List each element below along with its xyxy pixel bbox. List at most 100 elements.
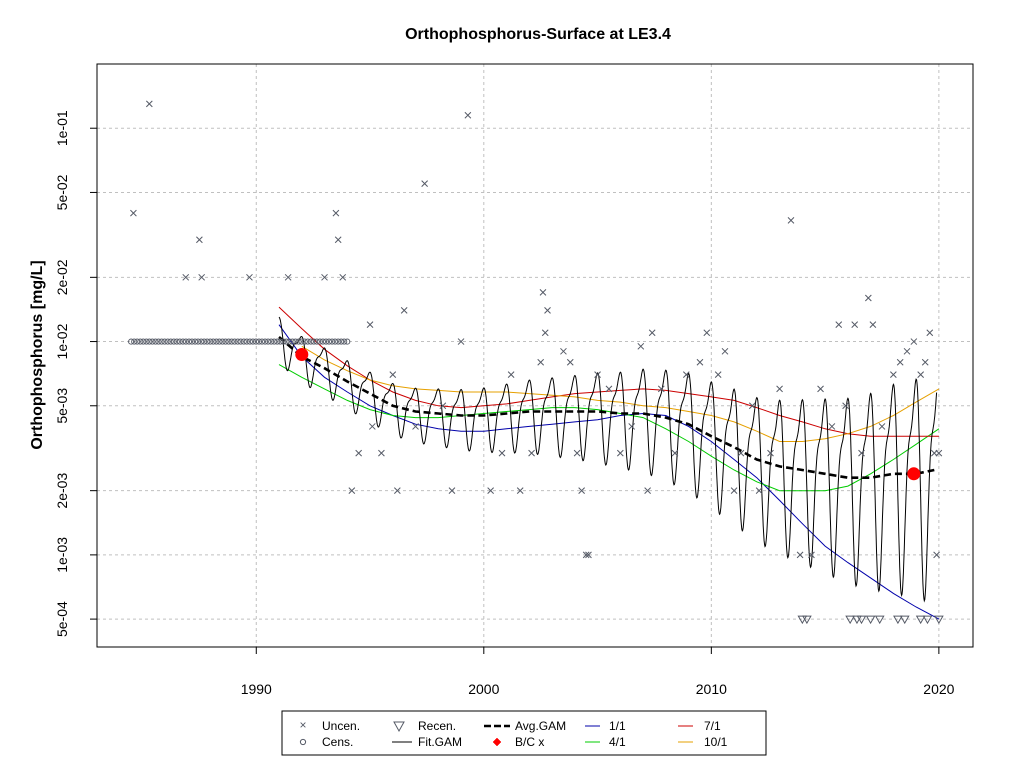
legend-recen-symbol — [393, 721, 405, 733]
censored-point — [155, 338, 162, 345]
recensored-point — [915, 615, 926, 625]
legend-10-1-label: 10/1 — [704, 735, 728, 749]
uncensored-point — [896, 358, 904, 366]
data-points — [128, 100, 944, 625]
censored-point — [252, 338, 260, 345]
fit-gam-line — [278, 316, 938, 603]
censored-point — [173, 338, 180, 345]
censored-point — [237, 338, 244, 345]
y-tick-label: 5e-04 — [54, 601, 70, 637]
censored-point — [161, 338, 168, 345]
censored-point — [149, 338, 156, 345]
x-tick-label: 2020 — [923, 681, 954, 697]
legend-bc-symbol — [492, 737, 502, 747]
censored-point — [195, 338, 202, 345]
censored-point — [201, 338, 208, 345]
censored-point — [207, 338, 214, 345]
y-axis-label: Orthophosphorus [mg/L] — [29, 260, 46, 449]
x-tick-label: 1990 — [241, 681, 272, 697]
uncensored-point — [935, 449, 943, 457]
censored-point — [158, 338, 165, 345]
uncensored-point — [507, 371, 515, 378]
uncensored-point — [842, 402, 849, 410]
uncensored-point — [366, 321, 374, 329]
uncensored-point — [516, 487, 524, 495]
uncensored-point — [439, 402, 447, 410]
recensored-point — [874, 615, 885, 625]
recensored-point — [802, 615, 812, 625]
uncensored-point — [657, 385, 665, 393]
uncensored-point — [808, 551, 815, 559]
legend-4-1-label: 4/1 — [609, 735, 626, 749]
uncensored-point — [864, 294, 872, 302]
censored-point — [146, 338, 153, 345]
uncensored-point — [284, 273, 292, 281]
uncensored-point — [755, 487, 763, 495]
censored-point — [185, 338, 193, 345]
uncensored-point — [355, 449, 363, 457]
uncensored-point — [714, 371, 722, 378]
uncensored-point — [412, 423, 419, 430]
uncensored-point — [582, 551, 590, 559]
uncensored-point — [616, 449, 624, 457]
recensored-point — [856, 615, 867, 625]
avg-gam-line — [278, 336, 935, 480]
uncensored-point — [539, 289, 547, 296]
censored-point — [329, 338, 336, 345]
uncensored-point — [917, 371, 925, 378]
uncensored-point — [671, 449, 679, 457]
uncensored-point — [198, 273, 206, 281]
uncensored-point — [368, 423, 376, 430]
uncensored-point — [498, 449, 506, 457]
censored-point — [204, 338, 211, 345]
uncensored-point — [457, 338, 465, 345]
censored-point — [338, 338, 345, 345]
uncensored-point — [585, 551, 592, 559]
censored-point — [228, 338, 235, 345]
uncensored-point — [696, 358, 704, 366]
bc-point — [295, 348, 309, 361]
censored-point — [167, 338, 174, 345]
censored-point — [332, 338, 339, 345]
y-tick-label: 5e-03 — [54, 388, 70, 424]
uncensored-point — [560, 347, 567, 355]
censored-point — [289, 338, 296, 345]
uncensored-point — [389, 371, 397, 378]
censored-point — [131, 338, 138, 345]
uncensored-point — [130, 209, 137, 217]
censored-point — [310, 338, 317, 345]
censored-point — [341, 338, 348, 345]
censored-point — [234, 338, 241, 345]
censored-point — [219, 338, 226, 345]
bc-point — [907, 467, 921, 481]
uncensored-point — [637, 342, 645, 350]
uncensored-point — [858, 449, 865, 457]
censored-point — [283, 338, 290, 345]
legend-cens-symbol — [299, 738, 307, 746]
recensored-point — [922, 615, 933, 625]
uncensored-point — [182, 273, 190, 281]
censored-point — [164, 338, 171, 345]
y-axis: 1e-01 5e-02 2e-02 1e-02 5e-03 2e-03 1e-03 5e-04 — [54, 110, 97, 637]
uncensored-point — [393, 487, 401, 495]
censored-point — [295, 338, 302, 345]
censored-point — [231, 338, 238, 345]
censored-point — [140, 338, 147, 345]
uncensored-point — [910, 338, 918, 345]
censored-point — [265, 338, 272, 345]
censored-point — [134, 338, 141, 345]
uncensored-point — [748, 402, 756, 410]
censored-point — [274, 338, 281, 345]
uncensored-point — [921, 358, 929, 366]
legend-7-1-label: 7/1 — [704, 719, 721, 733]
censored-point — [268, 338, 275, 345]
censored-point — [304, 338, 311, 345]
uncensored-point — [196, 236, 203, 244]
chart-title: Orthophosphorus-Surface at LE3.4 — [405, 26, 671, 43]
censored-point — [316, 338, 323, 345]
recensored-point — [934, 615, 944, 625]
uncensored-point — [737, 449, 745, 457]
censored-point — [292, 338, 299, 345]
censored-point — [313, 338, 320, 345]
recensored-point — [899, 615, 910, 625]
